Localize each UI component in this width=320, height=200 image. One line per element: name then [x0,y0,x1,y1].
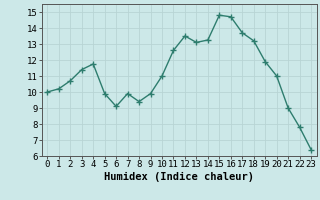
X-axis label: Humidex (Indice chaleur): Humidex (Indice chaleur) [104,172,254,182]
